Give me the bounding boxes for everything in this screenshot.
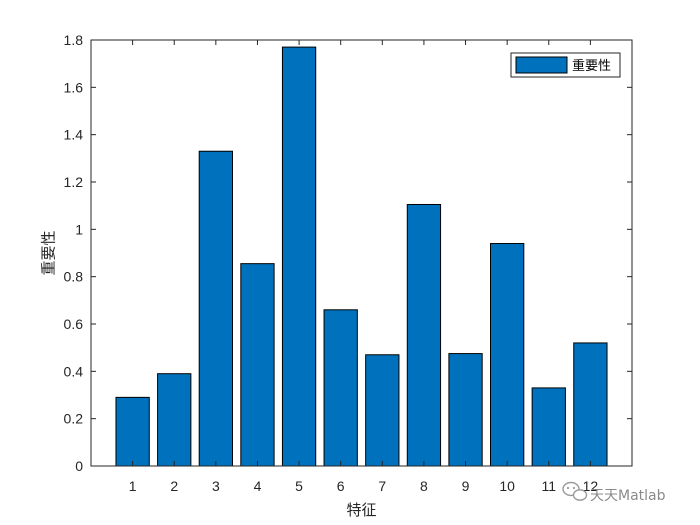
y-axis-ticks: 0 0.2 0.4 0.6 0.8 1 1.2 1.4 1.6 1.8 [64,32,632,474]
x-axis-title: 特征 [346,501,376,519]
bar-1 [115,396,150,467]
bar-10 [490,243,525,467]
legend: 重要性 [510,52,621,78]
y-tick-label: 0.8 [64,269,84,285]
x-tick-label: 7 [378,478,386,494]
bar-series [115,46,608,467]
y-tick-label: 1.8 [64,32,84,48]
y-tick-label: 0.6 [64,316,84,332]
watermark-text: 天天Matlab [590,488,666,504]
wechat-icon [562,481,588,501]
bar-5 [281,46,317,467]
axes-box [90,39,633,467]
bar-9 [448,353,483,467]
x-tick-label: 9 [462,478,470,494]
bar-12 [573,342,608,467]
bar-3 [198,150,233,467]
y-tick-label: 1.6 [64,79,84,95]
y-tick-label: 1 [75,221,83,237]
axes [90,39,633,467]
x-tick-label: 6 [337,478,345,494]
x-tick-label: 3 [212,478,220,494]
x-tick-label: 11 [541,478,556,494]
y-tick-label: 0.2 [64,411,84,427]
y-tick-label: 1.4 [64,127,84,143]
legend-swatch [515,56,568,74]
bar-11 [531,387,566,467]
watermark: 天天Matlab [562,481,666,504]
bar-2 [157,373,192,467]
bar-8 [406,203,442,467]
x-tick-label: 5 [295,478,303,494]
x-tick-label: 12 [583,478,599,494]
y-tick-label: 0.4 [64,363,84,379]
bar-4 [240,263,275,467]
bar-7 [365,354,400,467]
x-tick-label: 8 [420,478,428,494]
x-axis-ticks: 1 2 3 4 5 6 7 8 9 10 11 12 [129,40,599,494]
bar-6 [323,309,358,467]
y-tick-label: 1.2 [64,174,84,190]
x-tick-label: 2 [170,478,178,494]
legend-label: 重要性 [572,58,611,74]
y-tick-label: 0 [75,458,83,474]
x-tick-label: 4 [254,478,262,494]
y-axis-title: 重要性 [39,230,57,275]
x-tick-label: 1 [129,478,137,494]
x-tick-label: 10 [499,478,515,494]
